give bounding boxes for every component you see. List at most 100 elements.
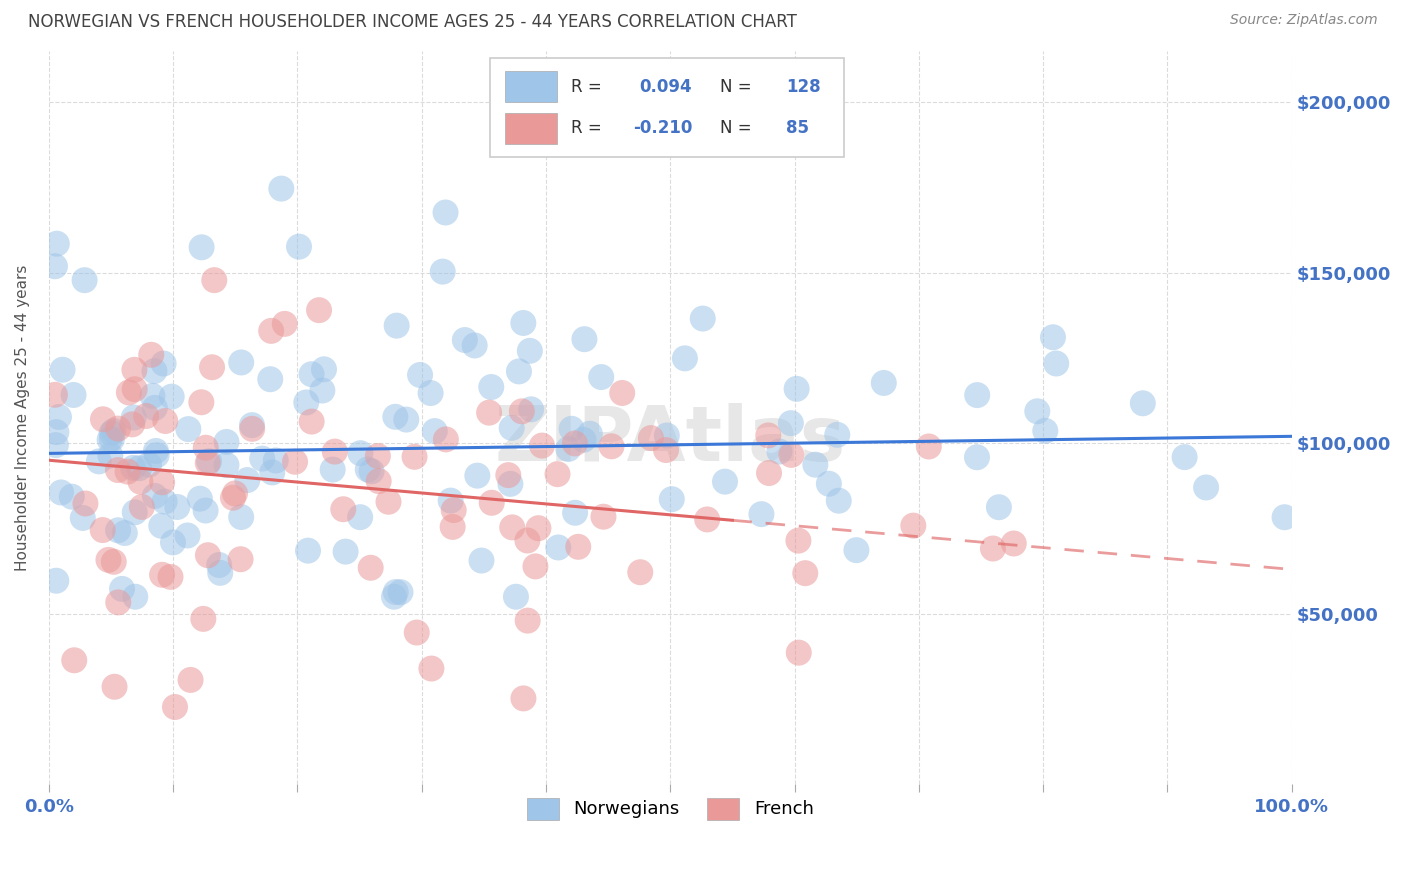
Point [284, 455, 307, 469]
Point [209, 566, 232, 580]
Point [121, 417, 143, 432]
Point [166, 500, 188, 514]
Point [118, 385, 141, 400]
Point [97, 553, 120, 567]
Point [153, 494, 176, 508]
Point [197, 456, 219, 470]
Point [260, 324, 283, 338]
Point [180, 673, 202, 687]
Point [655, 443, 678, 458]
Point [828, 493, 851, 508]
Point [117, 465, 139, 479]
Text: N =: N = [720, 78, 756, 95]
Point [531, 439, 554, 453]
Point [124, 382, 146, 396]
Point [574, 332, 596, 346]
Point [194, 441, 217, 455]
Point [295, 395, 318, 409]
Point [52, 362, 75, 376]
Y-axis label: Householder Income Ages 25 - 44 years: Householder Income Ages 25 - 44 years [15, 264, 30, 571]
Point [288, 240, 311, 254]
Point [143, 489, 166, 503]
Point [1045, 356, 1067, 370]
Point [567, 540, 589, 554]
Point [499, 476, 522, 491]
Point [240, 418, 263, 433]
Point [312, 362, 335, 376]
Point [382, 590, 405, 604]
Point [98, 449, 121, 463]
Point [404, 450, 426, 464]
Point [756, 428, 779, 442]
Point [103, 555, 125, 569]
Point [1195, 480, 1218, 494]
Point [150, 567, 173, 582]
Point [231, 355, 253, 369]
Point [197, 548, 219, 562]
Point [138, 458, 160, 472]
Point [524, 559, 547, 574]
Text: ZIPAtlas: ZIPAtlas [495, 402, 846, 476]
Point [274, 317, 297, 331]
Point [714, 475, 737, 489]
Point [519, 343, 541, 358]
Point [661, 492, 683, 507]
Point [384, 409, 406, 424]
Point [162, 535, 184, 549]
Point [966, 388, 988, 402]
Point [385, 318, 408, 333]
Point [758, 466, 780, 480]
Point [409, 368, 432, 382]
Point [135, 409, 157, 423]
Point [143, 364, 166, 378]
Point [434, 433, 457, 447]
Point [150, 518, 173, 533]
Point [193, 612, 215, 626]
Point [322, 462, 344, 476]
Point [751, 507, 773, 521]
Point [45, 425, 67, 439]
Point [600, 439, 623, 453]
Point [259, 372, 281, 386]
Point [128, 461, 150, 475]
Point [194, 503, 217, 517]
Point [107, 421, 129, 435]
Point [231, 510, 253, 524]
Point [357, 462, 380, 476]
Point [160, 390, 183, 404]
Text: -0.210: -0.210 [633, 120, 692, 137]
Point [903, 518, 925, 533]
Point [655, 428, 678, 442]
Point [45, 236, 67, 251]
Point [395, 412, 418, 426]
Point [628, 566, 651, 580]
Point [335, 544, 357, 558]
Point [124, 363, 146, 377]
Point [124, 590, 146, 604]
Point [215, 434, 238, 449]
Point [557, 442, 579, 456]
FancyBboxPatch shape [505, 71, 557, 102]
Point [349, 510, 371, 524]
Point [150, 475, 173, 490]
Point [441, 520, 464, 534]
Point [190, 395, 212, 409]
Point [516, 614, 538, 628]
Point [1132, 396, 1154, 410]
Point [1002, 536, 1025, 550]
Point [547, 467, 569, 482]
Point [1042, 330, 1064, 344]
Point [481, 496, 503, 510]
Point [264, 453, 287, 467]
Point [111, 582, 134, 596]
Point [129, 475, 152, 489]
Point [224, 486, 246, 500]
Point [794, 566, 817, 581]
Point [564, 506, 586, 520]
Point [367, 449, 389, 463]
Point [360, 464, 382, 478]
Point [780, 448, 803, 462]
Point [145, 448, 167, 462]
Point [640, 431, 662, 445]
Point [297, 543, 319, 558]
